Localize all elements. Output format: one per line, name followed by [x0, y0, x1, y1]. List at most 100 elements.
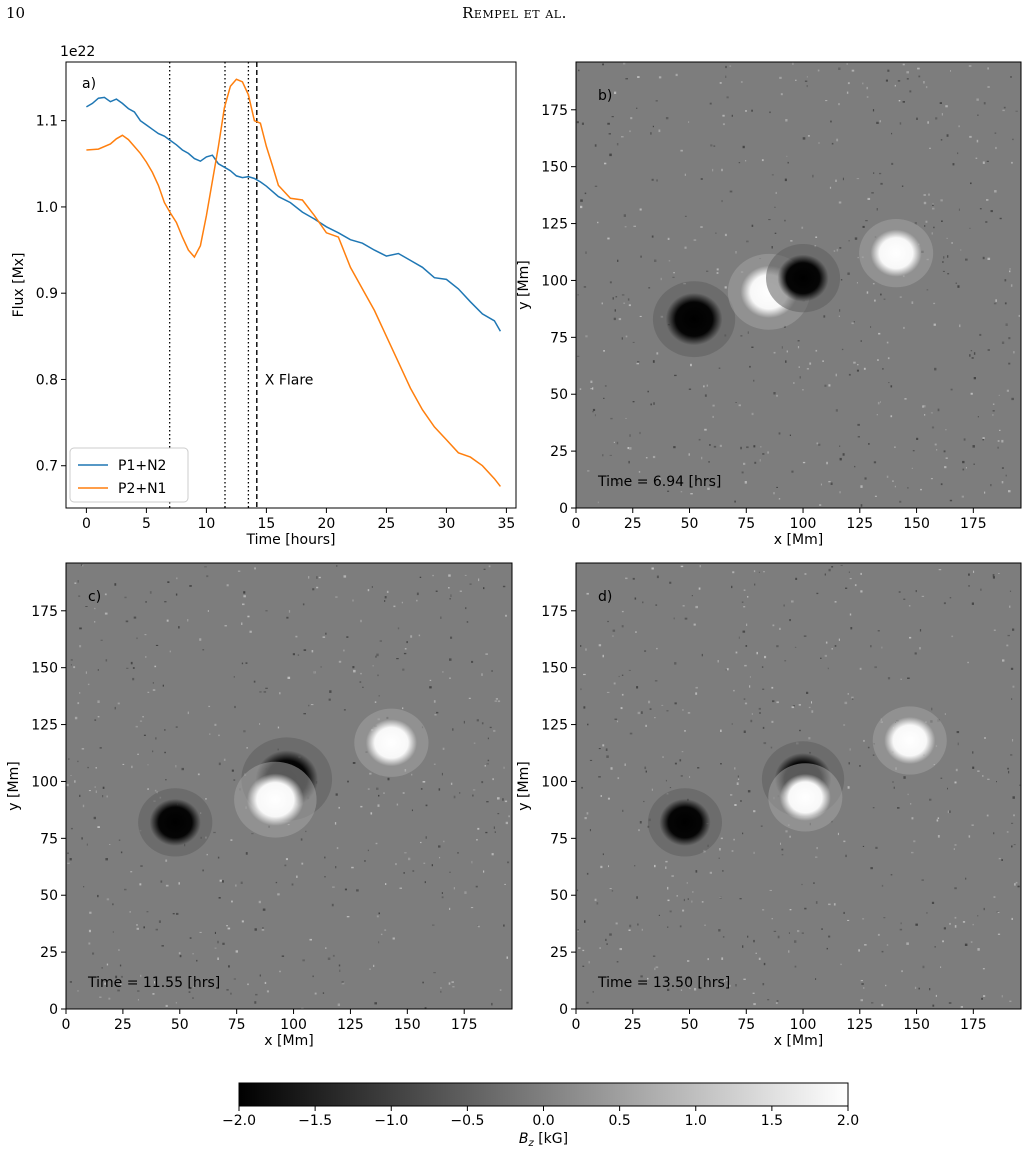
field-speckle — [669, 910, 672, 913]
field-speckle — [710, 144, 713, 147]
field-speckle — [854, 465, 856, 468]
field-speckle — [825, 641, 828, 644]
field-speckle — [384, 929, 387, 931]
field-speckle — [644, 766, 647, 770]
field-speckle — [204, 566, 207, 568]
field-speckle — [143, 926, 145, 929]
field-speckle — [312, 588, 315, 591]
field-speckle — [503, 766, 505, 769]
field-speckle — [178, 882, 180, 885]
field-speckle — [1012, 739, 1014, 742]
field-speckle — [880, 401, 881, 403]
field-speckle — [900, 922, 902, 925]
field-speckle — [152, 750, 154, 753]
field-speckle — [704, 428, 707, 431]
field-speckle — [812, 174, 814, 178]
field-speckle — [337, 1003, 340, 1007]
field-speckle — [877, 359, 879, 361]
field-speckle — [586, 812, 589, 815]
field-speckle — [612, 635, 614, 637]
field-speckle — [950, 388, 953, 391]
y-tick-label: 100 — [541, 774, 568, 790]
field-speckle — [759, 459, 761, 462]
field-speckle — [615, 296, 618, 298]
field-speckle — [621, 294, 625, 296]
field-speckle — [243, 595, 246, 598]
field-speckle — [399, 887, 402, 889]
field-speckle — [879, 172, 882, 175]
field-speckle — [770, 746, 773, 749]
field-speckle — [164, 729, 166, 731]
field-speckle — [955, 282, 957, 284]
colorbar-tick-label: 1.5 — [761, 1113, 783, 1129]
field-speckle — [476, 719, 479, 722]
y-tick-label: 25 — [550, 444, 568, 460]
field-speckle — [612, 297, 614, 300]
field-speckle — [997, 911, 1000, 913]
field-speckle — [754, 583, 756, 586]
field-speckle — [1008, 337, 1011, 340]
field-speckle — [67, 852, 69, 854]
field-speckle — [654, 717, 656, 719]
field-speckle — [639, 821, 642, 824]
field-speckle — [669, 483, 671, 486]
field-speckle — [914, 222, 917, 225]
field-speckle — [410, 635, 413, 638]
field-speckle — [743, 978, 746, 980]
field-speckle — [776, 701, 779, 704]
field-speckle — [154, 789, 157, 792]
field-speckle — [673, 272, 675, 274]
field-speckle — [738, 162, 741, 164]
field-speckle — [957, 152, 959, 155]
field-speckle — [1015, 110, 1018, 112]
y-tick-label: 0 — [559, 501, 568, 517]
field-speckle — [982, 968, 985, 970]
field-speckle — [859, 667, 862, 670]
field-speckle — [1011, 917, 1013, 920]
field-speckle — [408, 857, 411, 861]
field-speckle — [187, 711, 189, 715]
y-tick-label: 50 — [550, 387, 568, 403]
field-speckle — [94, 621, 96, 623]
magnetogram-field — [66, 564, 512, 1009]
field-speckle — [744, 664, 747, 667]
field-speckle — [630, 117, 633, 120]
field-speckle — [386, 590, 389, 593]
field-speckle — [402, 668, 405, 671]
y-tick-label: 75 — [550, 330, 568, 346]
field-speckle — [753, 445, 756, 448]
field-speckle — [147, 764, 149, 766]
field-speckle — [956, 731, 960, 734]
field-speckle — [682, 709, 684, 711]
field-speckle — [80, 564, 83, 566]
x-tick-label: 0 — [572, 1017, 581, 1033]
field-speckle — [262, 927, 264, 929]
field-speckle — [249, 630, 252, 633]
field-speckle — [66, 783, 69, 787]
field-speckle — [969, 135, 972, 138]
field-speckle — [885, 79, 888, 82]
y-axis-label: Flux [Mx] — [11, 253, 27, 318]
field-speckle — [502, 798, 504, 801]
field-speckle — [602, 454, 604, 457]
field-speckle — [722, 123, 725, 126]
field-speckle — [1007, 767, 1009, 770]
field-speckle — [688, 388, 692, 390]
field-speckle — [403, 652, 407, 655]
field-speckle — [750, 719, 753, 723]
field-speckle — [79, 627, 82, 630]
field-speckle — [77, 580, 79, 583]
field-speckle — [346, 916, 350, 918]
field-speckle — [995, 146, 997, 150]
field-speckle — [343, 649, 345, 652]
field-speckle — [867, 197, 871, 200]
field-speckle — [635, 631, 637, 633]
field-speckle — [755, 952, 757, 954]
field-speckle — [604, 385, 607, 387]
field-speckle — [360, 619, 362, 623]
field-speckle — [965, 467, 967, 469]
field-speckle — [495, 698, 498, 700]
field-speckle — [302, 959, 305, 962]
field-speckle — [1013, 844, 1016, 846]
